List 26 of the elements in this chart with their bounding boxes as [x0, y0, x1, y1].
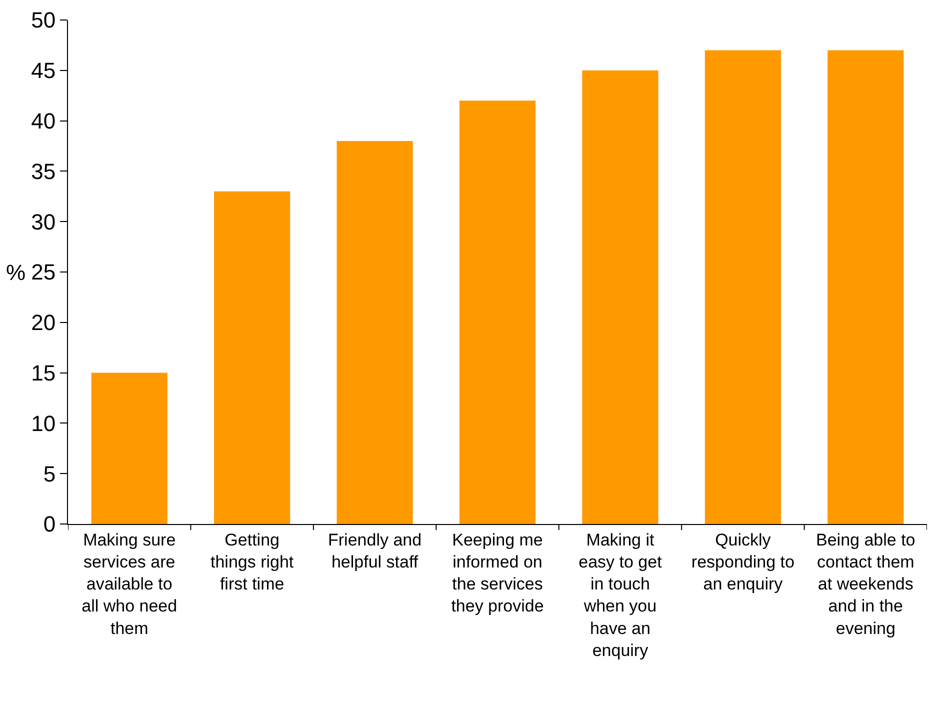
y-tick-label: 35 — [31, 158, 56, 184]
y-tick-label: 40 — [31, 108, 56, 134]
x-tick-label: Making sure services are available to all who need them — [82, 530, 178, 638]
y-tick-label: 0 — [43, 512, 56, 537]
x-tick-label: Friendly and helpful staff — [328, 530, 422, 572]
x-tick-label: Being able to contact them at weekends and in the evening — [816, 530, 916, 638]
y-axis-title: % — [6, 260, 26, 285]
y-tick-label: 15 — [31, 360, 56, 386]
bar — [336, 140, 413, 524]
bar — [582, 70, 658, 524]
x-tick-label: Quickly responding to an enquiry — [691, 530, 794, 594]
bar — [214, 191, 290, 524]
x-tick-label: Keeping me informed on the services they provide — [451, 530, 544, 616]
y-tick-label: 10 — [31, 410, 56, 436]
y-tick-label: 45 — [31, 58, 56, 84]
y-tick-label: 50 — [31, 8, 56, 33]
bar — [459, 100, 536, 524]
bar — [828, 50, 904, 524]
y-tick-label: 5 — [43, 461, 56, 486]
bar — [91, 372, 168, 524]
bar — [704, 50, 781, 524]
x-tick-label: Getting things right first time — [210, 530, 294, 594]
x-tick-label: Making it easy to get in touch when you have an enquiry — [578, 530, 662, 660]
y-tick-label: 25 — [31, 260, 56, 285]
y-tick-label: 20 — [31, 310, 56, 336]
y-tick-label: 30 — [31, 209, 56, 234]
